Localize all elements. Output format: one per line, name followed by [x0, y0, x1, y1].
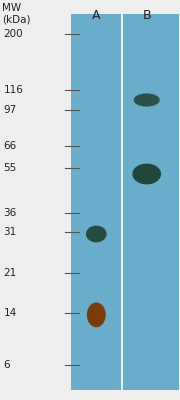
Ellipse shape: [87, 302, 106, 327]
Text: (kDa): (kDa): [2, 14, 30, 24]
Ellipse shape: [134, 93, 160, 107]
Ellipse shape: [86, 226, 107, 242]
Bar: [71, 14, 179, 390]
Text: A: A: [92, 9, 101, 22]
Text: 14: 14: [4, 308, 17, 318]
Text: 116: 116: [4, 85, 23, 95]
Text: 97: 97: [4, 105, 17, 115]
Text: 21: 21: [4, 268, 17, 278]
Text: 55: 55: [4, 163, 17, 173]
Text: 36: 36: [4, 208, 17, 218]
Text: B: B: [142, 9, 151, 22]
Text: MW: MW: [2, 3, 21, 13]
Text: 66: 66: [4, 141, 17, 151]
Text: 31: 31: [4, 227, 17, 237]
Ellipse shape: [132, 164, 161, 184]
Text: 6: 6: [4, 360, 10, 370]
Text: 200: 200: [4, 29, 23, 39]
